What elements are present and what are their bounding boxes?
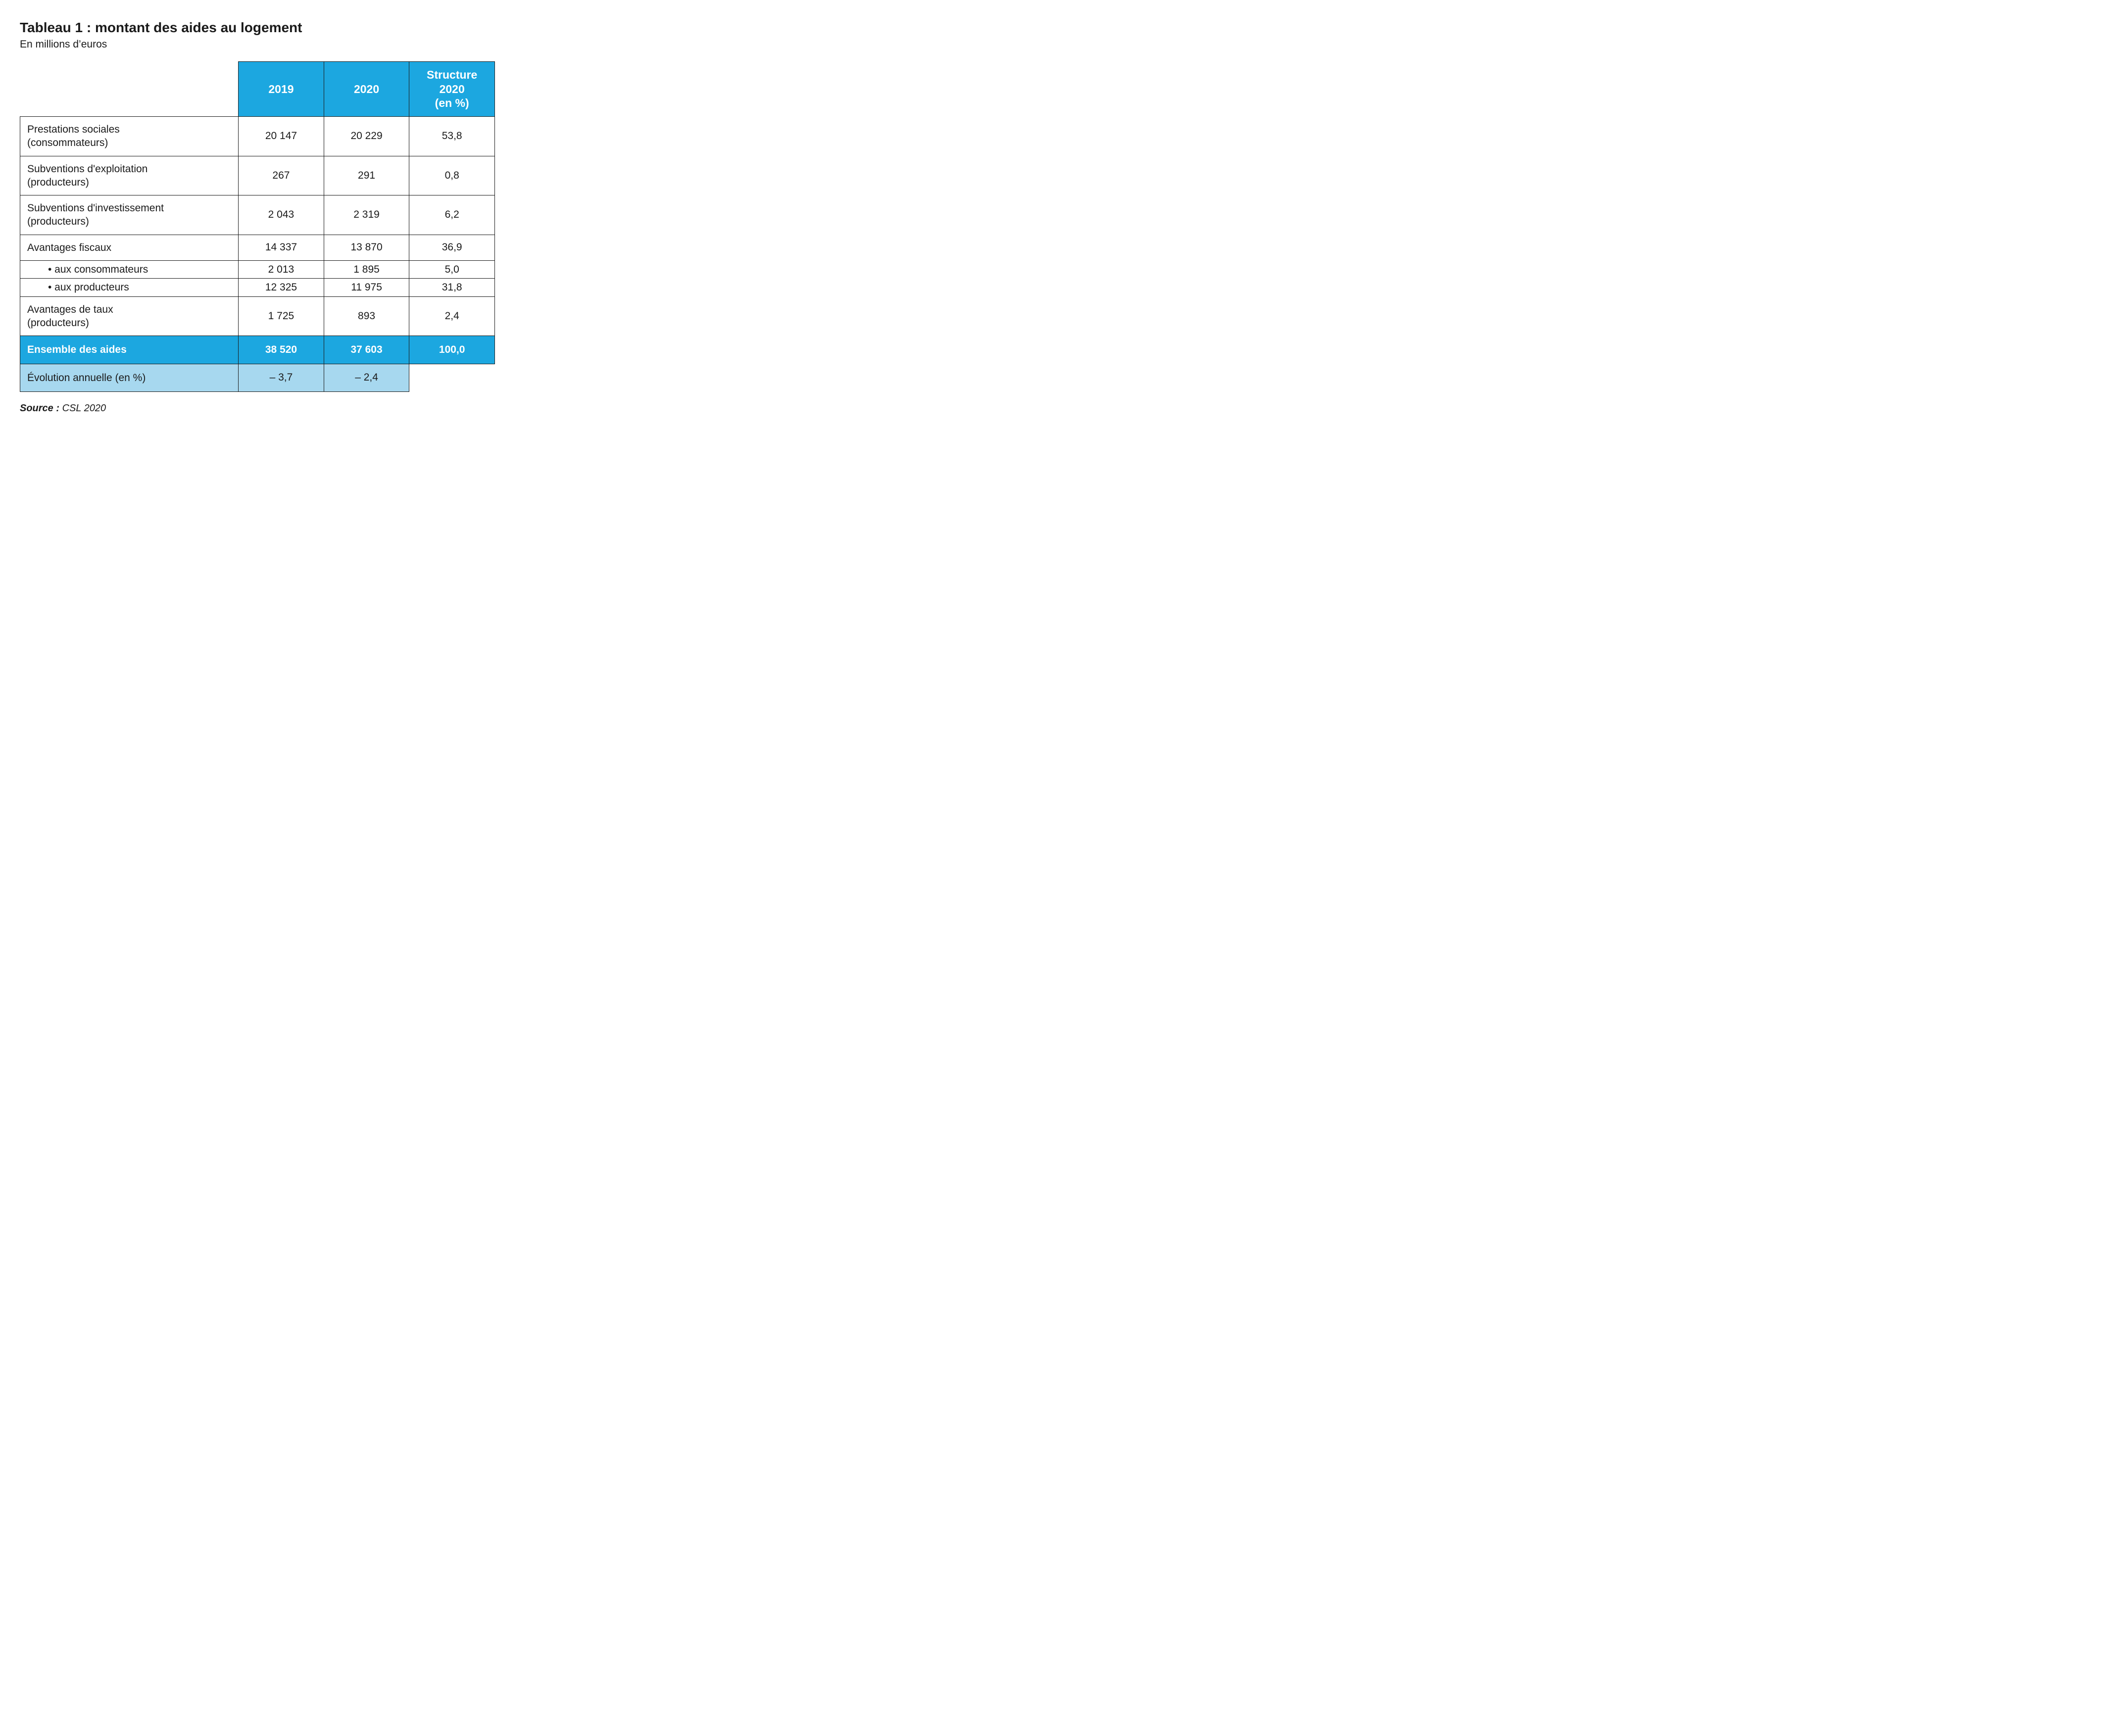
row-structure: 6,2 — [409, 195, 495, 235]
table-row: • aux consommateurs2 0131 8955,0 — [20, 261, 495, 279]
source-text: CSL 2020 — [59, 403, 106, 414]
row-structure: 36,9 — [409, 235, 495, 260]
row-2019: 12 325 — [239, 279, 324, 296]
row-2020: 291 — [324, 156, 409, 195]
table-source: Source : CSL 2020 — [20, 403, 495, 414]
total-label: Ensemble des aides — [20, 336, 239, 364]
row-2020: 2 319 — [324, 195, 409, 235]
row-2019: 2 043 — [239, 195, 324, 235]
row-2020: 1 895 — [324, 261, 409, 279]
row-2019: 1 725 — [239, 296, 324, 336]
row-2020: 20 229 — [324, 117, 409, 156]
table-subtitle: En millions d’euros — [20, 39, 495, 50]
row-label: Avantages de taux(producteurs) — [20, 296, 239, 336]
total-2020: 37 603 — [324, 336, 409, 364]
evolution-blank — [409, 364, 495, 391]
row-label: Subventions d'exploitation(producteurs) — [20, 156, 239, 195]
row-2020: 13 870 — [324, 235, 409, 260]
row-structure: 0,8 — [409, 156, 495, 195]
housing-aid-table: 2019 2020 Structure2020(en %) Prestation… — [20, 61, 495, 392]
row-label: Avantages fiscaux — [20, 235, 239, 260]
source-label: Source : — [20, 403, 59, 414]
table-title: Tableau 1 : montant des aides au logemen… — [20, 20, 495, 36]
row-label: • aux consommateurs — [20, 261, 239, 279]
table-body: Prestations sociales(consommateurs)20 14… — [20, 117, 495, 392]
row-label: Prestations sociales(consommateurs) — [20, 117, 239, 156]
header-blank — [20, 62, 239, 117]
row-2019: 20 147 — [239, 117, 324, 156]
total-2019: 38 520 — [239, 336, 324, 364]
table-row: Avantages fiscaux14 33713 87036,9 — [20, 235, 495, 260]
table-evolution-row: Évolution annuelle (en %)– 3,7– 2,4 — [20, 364, 495, 391]
row-2019: 14 337 — [239, 235, 324, 260]
row-label: • aux producteurs — [20, 279, 239, 296]
evolution-2019: – 3,7 — [239, 364, 324, 391]
row-structure: 53,8 — [409, 117, 495, 156]
header-structure: Structure2020(en %) — [409, 62, 495, 117]
total-structure: 100,0 — [409, 336, 495, 364]
row-structure: 2,4 — [409, 296, 495, 336]
table-row: Subventions d'investissement(producteurs… — [20, 195, 495, 235]
row-2019: 267 — [239, 156, 324, 195]
row-structure: 5,0 — [409, 261, 495, 279]
row-2020: 11 975 — [324, 279, 409, 296]
table-row: Avantages de taux(producteurs)1 7258932,… — [20, 296, 495, 336]
table-row: Prestations sociales(consommateurs)20 14… — [20, 117, 495, 156]
table-header-row: 2019 2020 Structure2020(en %) — [20, 62, 495, 117]
housing-aid-table-container: Tableau 1 : montant des aides au logemen… — [20, 20, 495, 414]
table-row: • aux producteurs12 32511 97531,8 — [20, 279, 495, 296]
header-2020: 2020 — [324, 62, 409, 117]
row-2020: 893 — [324, 296, 409, 336]
row-structure: 31,8 — [409, 279, 495, 296]
evolution-label: Évolution annuelle (en %) — [20, 364, 239, 391]
row-label: Subventions d'investissement(producteurs… — [20, 195, 239, 235]
table-total-row: Ensemble des aides38 52037 603100,0 — [20, 336, 495, 364]
table-row: Subventions d'exploitation(producteurs)2… — [20, 156, 495, 195]
header-2019: 2019 — [239, 62, 324, 117]
evolution-2020: – 2,4 — [324, 364, 409, 391]
row-2019: 2 013 — [239, 261, 324, 279]
